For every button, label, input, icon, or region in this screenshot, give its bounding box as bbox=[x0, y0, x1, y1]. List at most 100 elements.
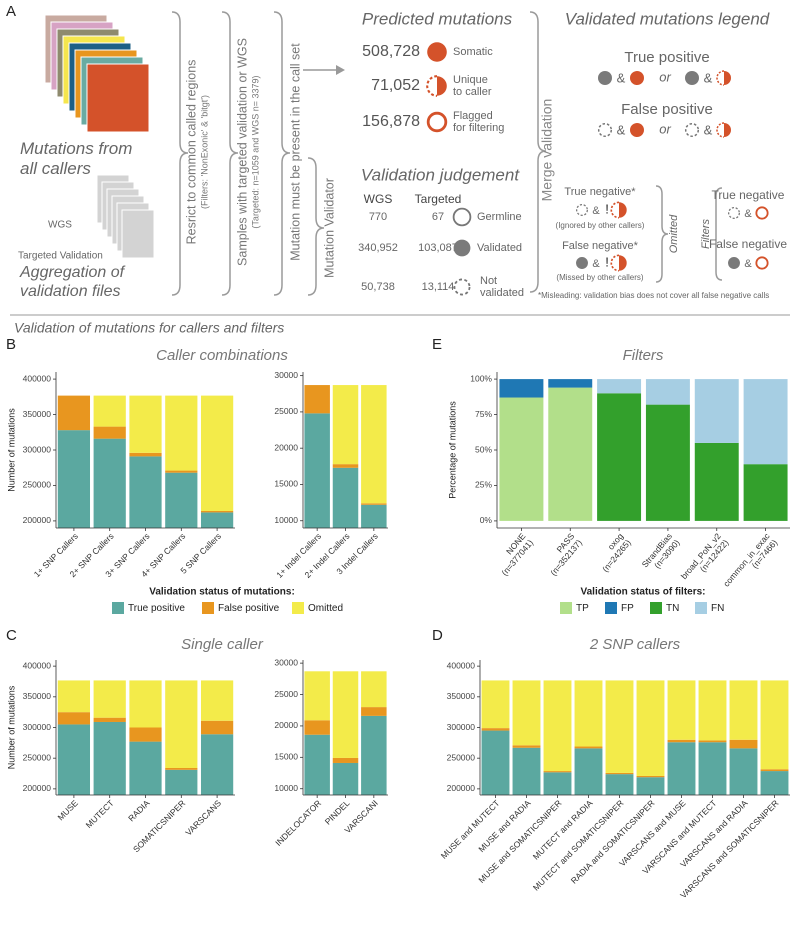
legend-item: False negative bbox=[709, 237, 787, 251]
bar bbox=[543, 771, 572, 773]
y-axis-label: Percentage of mutations bbox=[447, 401, 457, 499]
legend-title: Validation status of filters: bbox=[580, 587, 705, 598]
cell-label: Not validated bbox=[480, 275, 524, 299]
column-header: WGS bbox=[364, 192, 393, 206]
bar bbox=[200, 680, 234, 721]
bar bbox=[667, 742, 696, 795]
bars bbox=[57, 680, 234, 795]
bar bbox=[574, 680, 603, 747]
bars bbox=[481, 680, 789, 795]
bar bbox=[645, 379, 690, 405]
legend-swatch bbox=[202, 602, 214, 614]
y-tick-label: 300000 bbox=[23, 722, 52, 732]
symbol bbox=[453, 278, 471, 296]
bar bbox=[499, 379, 544, 398]
bar bbox=[605, 774, 634, 795]
y-tick-label: 400000 bbox=[447, 660, 476, 670]
legend-swatch bbox=[695, 602, 707, 614]
section-title: Validation of mutations for callers and … bbox=[14, 320, 284, 336]
column-header: Targeted bbox=[415, 192, 462, 206]
bars bbox=[304, 671, 387, 795]
or: or bbox=[659, 121, 671, 136]
bar bbox=[499, 397, 544, 521]
bar bbox=[636, 777, 665, 795]
y-tick-label: 250000 bbox=[447, 752, 476, 762]
bar bbox=[729, 680, 758, 740]
or: or bbox=[659, 69, 671, 84]
count: 71,052 bbox=[371, 77, 420, 94]
amp: & bbox=[617, 70, 626, 85]
legend-item: False positive bbox=[621, 101, 713, 118]
bar bbox=[743, 464, 788, 521]
legend-item: True negative* bbox=[564, 186, 636, 198]
wgs-label: WGS bbox=[48, 220, 72, 231]
bar bbox=[129, 452, 162, 457]
validation-files bbox=[96, 174, 155, 259]
count: 156,878 bbox=[362, 113, 420, 130]
symbol bbox=[728, 257, 740, 269]
bar bbox=[129, 741, 162, 795]
x-tick-label: MUTECT and RADIA bbox=[531, 798, 595, 862]
bar bbox=[200, 395, 234, 511]
y-tick-label: 15000 bbox=[274, 479, 298, 489]
y-tick-label: 250000 bbox=[23, 480, 52, 490]
symbol bbox=[716, 70, 732, 86]
arrow bbox=[303, 65, 345, 75]
symbol bbox=[598, 71, 612, 85]
legend-title: Validated mutations legend bbox=[565, 9, 770, 28]
bar bbox=[760, 680, 789, 770]
bar bbox=[165, 768, 198, 770]
bar bbox=[57, 395, 91, 431]
step-note: (Filters: 'NonExonic' & 'bitgt') bbox=[199, 95, 209, 209]
step-text: Resrict to common called regions bbox=[184, 60, 198, 245]
chart-title: 2 SNP callers bbox=[589, 636, 681, 653]
bar bbox=[93, 721, 126, 795]
amp: & bbox=[744, 208, 752, 220]
bar bbox=[332, 464, 359, 468]
y-tick-label: 15000 bbox=[274, 752, 298, 762]
bar bbox=[760, 769, 789, 772]
x-tick-label: VARSCANS bbox=[183, 798, 223, 838]
chart-title: Filters bbox=[623, 347, 664, 364]
symbol bbox=[610, 254, 628, 272]
y-tick-label: 250000 bbox=[23, 752, 52, 762]
amp: & bbox=[704, 122, 713, 137]
bar bbox=[667, 680, 696, 740]
symbol bbox=[685, 71, 699, 85]
y-tick-label: 25000 bbox=[274, 689, 298, 699]
symbol bbox=[597, 122, 613, 138]
x-tick-label: MUSE and MUTECT bbox=[439, 798, 502, 861]
bar bbox=[597, 379, 642, 394]
legend-label: Omitted bbox=[308, 603, 343, 614]
bar bbox=[165, 395, 198, 471]
x-tick-label: MUSE and RADIA bbox=[476, 798, 532, 854]
cell: 67 bbox=[432, 211, 444, 223]
bar bbox=[200, 720, 234, 735]
bar bbox=[636, 775, 665, 778]
count-label: Somatic bbox=[453, 46, 493, 58]
legend-swatch bbox=[560, 602, 572, 614]
y-tick-label: 300000 bbox=[447, 722, 476, 732]
y-tick-label: 200000 bbox=[23, 783, 52, 793]
bar bbox=[361, 503, 387, 505]
bar bbox=[57, 430, 91, 528]
bar bbox=[332, 671, 359, 758]
bar bbox=[93, 426, 126, 439]
merge-label: Merge validation bbox=[539, 99, 555, 202]
cell: 50,738 bbox=[361, 281, 395, 293]
panel-label: D bbox=[432, 627, 443, 644]
bar bbox=[129, 395, 162, 453]
bar bbox=[361, 707, 387, 716]
symbol bbox=[452, 207, 472, 227]
bar bbox=[481, 680, 510, 729]
legend-swatch bbox=[292, 602, 304, 614]
symbol bbox=[426, 75, 448, 97]
y-tick-label: 50% bbox=[475, 444, 492, 454]
bar bbox=[512, 745, 541, 748]
bar bbox=[605, 772, 634, 775]
bar bbox=[698, 742, 727, 795]
bar bbox=[743, 379, 788, 465]
bar bbox=[165, 470, 198, 473]
bang: ! bbox=[605, 201, 609, 216]
